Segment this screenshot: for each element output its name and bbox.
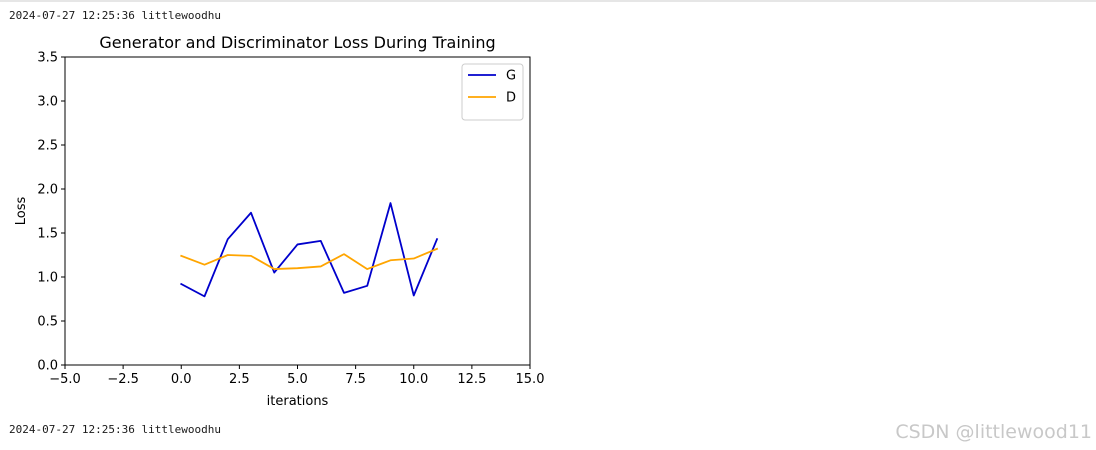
log-timestamp: 2024-07-27 12:25:36 [9,423,135,436]
x-tick-label: 10.0 [399,372,428,387]
legend-label-G: G [506,69,516,84]
log-line-bottom: 2024-07-27 12:25:36 littlewoodhu [9,423,221,436]
plot-frame [64,56,531,366]
y-tick-label: 0.5 [37,315,58,330]
log-line-top: 2024-07-27 12:25:36 littlewoodhu [9,9,221,22]
log-user: littlewoodhu [141,423,221,436]
y-tick-label: 3.5 [37,51,58,66]
x-tick-label: 15.0 [516,372,545,387]
x-tick-label: −5.0 [49,372,81,387]
y-tick-label: 0.0 [37,359,58,374]
y-tick-label: 3.0 [37,95,58,110]
watermark: CSDN @littlewood11 [895,421,1092,443]
x-tick-label: −2.5 [107,372,139,387]
x-axis-label: iterations [267,394,329,409]
legend-box [461,63,524,121]
series-line-D [180,247,439,270]
y-tick-label: 1.5 [37,227,58,242]
chart-legend: GD [461,63,524,121]
legend-label-D: D [506,91,516,106]
loss-chart: Generator and Discriminator Loss During … [14,33,545,409]
chart-title: Generator and Discriminator Loss During … [99,33,495,52]
x-tick-label: 0.0 [171,372,192,387]
x-tick-label: 7.5 [345,372,366,387]
y-tick-label: 1.0 [37,271,58,286]
log-user: littlewoodhu [141,9,221,22]
log-timestamp: 2024-07-27 12:25:36 [9,9,135,22]
series-line-G [180,202,439,298]
x-tick-label: 5.0 [287,372,308,387]
y-tick-label: 2.0 [37,183,58,198]
y-axis-label: Loss [14,197,29,226]
x-tick-label: 2.5 [229,372,250,387]
x-tick-label: 12.5 [457,372,486,387]
y-tick-label: 2.5 [37,139,58,154]
top-divider [0,0,1096,2]
